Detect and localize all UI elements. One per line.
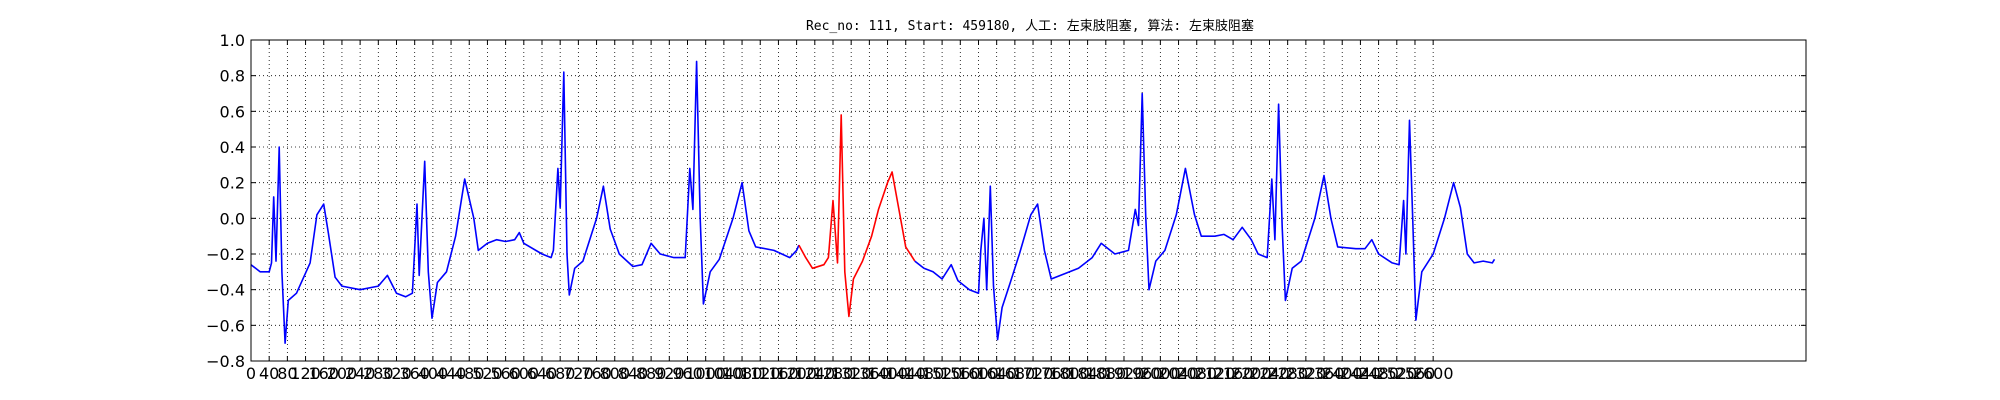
x-tick-label: 1400 (867, 364, 908, 383)
x-tick-label: 2440 (1340, 364, 1381, 383)
x-tick-label: 1920 (1104, 364, 1145, 383)
x-tick-label: 2280 (1267, 364, 1308, 383)
x-tick-label: 1160 (758, 364, 799, 383)
x-tick-label: 1200 (776, 364, 817, 383)
x-tick-label: 1440 (885, 364, 926, 383)
x-tick-label: 1280 (813, 364, 854, 383)
chart-title: Rec_no: 111, Start: 459180, 人工: 左束肢阻塞, 算… (806, 18, 1254, 34)
x-tick-label: 2080 (1176, 364, 1217, 383)
y-tick-label: −0.4 (206, 281, 245, 300)
x-tick-label: 2040 (1158, 364, 1199, 383)
x-tick-label: 1040 (704, 364, 745, 383)
y-tick-label: 1.0 (220, 31, 245, 50)
x-tick-label: 1080 (722, 364, 763, 383)
x-tick-label: 1320 (831, 364, 872, 383)
series-line-ecg (250, 60, 800, 345)
x-tick-label: 40 (259, 364, 279, 383)
x-tick-label: 1120 (740, 364, 781, 383)
x-tick-label: 1760 (1031, 364, 1072, 383)
x-tick-label: 200 (327, 364, 358, 383)
x-tick-label: 720 (563, 364, 594, 383)
x-tick-label: 640 (527, 364, 558, 383)
x-tick-label: 840 (618, 364, 649, 383)
series-line-ecg-continued (914, 92, 1496, 341)
x-tick-label: 2360 (1304, 364, 1345, 383)
series-line-highlight (798, 114, 916, 318)
x-tick-label: 1480 (904, 364, 945, 383)
x-tick-label: 800 (599, 364, 630, 383)
x-tick-label: 960 (672, 364, 703, 383)
x-tick-label: 480 (454, 364, 485, 383)
x-axis: 0 408012016020024028032036040044048052056… (246, 40, 1454, 383)
x-tick-label: 600 (509, 364, 540, 383)
x-tick-label: 920 (654, 364, 685, 383)
x-tick-label: 1000 (685, 364, 726, 383)
grid (251, 40, 1806, 361)
y-tick-label: 0.6 (220, 102, 245, 121)
x-tick-label: 240 (345, 364, 376, 383)
x-tick-label: 440 (436, 364, 467, 383)
x-tick-label: 1720 (1013, 364, 1054, 383)
y-tick-label: 0.2 (220, 174, 245, 193)
x-tick-label: 2240 (1249, 364, 1290, 383)
x-tick-label: 360 (399, 364, 430, 383)
x-tick-label: 1560 (940, 364, 981, 383)
y-tick-label: 0.4 (220, 138, 245, 157)
x-tick-label: 1360 (849, 364, 890, 383)
x-tick-label: 1240 (794, 364, 835, 383)
x-tick-label: 400 (418, 364, 449, 383)
plot-lines (250, 60, 1496, 345)
x-tick-label: 2560 (1395, 364, 1436, 383)
x-tick-label: 2320 (1285, 364, 1326, 383)
x-tick-label: 520 (472, 364, 503, 383)
x-tick-label: 1680 (995, 364, 1036, 383)
x-tick-label: 160 (308, 364, 339, 383)
y-tick-label: −0.6 (206, 316, 245, 335)
x-tick-label: 2000 (1140, 364, 1181, 383)
x-tick-label: 1600 (958, 364, 999, 383)
x-tick-label: 1880 (1085, 364, 1126, 383)
x-tick-label: 280 (363, 364, 394, 383)
x-tick-label: 0 (246, 364, 256, 383)
x-tick-label: 2400 (1322, 364, 1363, 383)
x-tick-label: 2600 (1413, 364, 1454, 383)
x-tick-label: 2200 (1231, 364, 1272, 383)
plot-frame (250, 39, 1807, 362)
x-tick-label: 1840 (1067, 364, 1108, 383)
x-tick-label: 880 (636, 364, 667, 383)
x-tick-label: 760 (581, 364, 612, 383)
y-tick-label: 0.0 (220, 209, 245, 228)
x-tick-label: 2520 (1376, 364, 1417, 383)
y-tick-label: −0.8 (206, 352, 245, 371)
x-tick-label: 80 (277, 364, 297, 383)
x-tick-label: 560 (490, 364, 521, 383)
x-tick-label: 1800 (1049, 364, 1090, 383)
x-tick-label: 320 (381, 364, 412, 383)
y-axis: −0.8 −0.6 −0.4 −0.2 0.0 0.2 0.4 0.6 0.8 1.0 (206, 31, 1806, 371)
y-tick-label: 0.8 (220, 67, 245, 86)
x-tick-label: 120 (290, 364, 321, 383)
x-tick-label: 2160 (1213, 364, 1254, 383)
x-tick-label: 680 (545, 364, 576, 383)
y-tick-label: −0.2 (206, 245, 245, 264)
x-tick-label: 1520 (922, 364, 963, 383)
x-tick-label: 1960 (1122, 364, 1163, 383)
x-tick-label: 2480 (1358, 364, 1399, 383)
x-tick-label: 1640 (976, 364, 1017, 383)
x-tick-label: 2120 (1195, 364, 1236, 383)
